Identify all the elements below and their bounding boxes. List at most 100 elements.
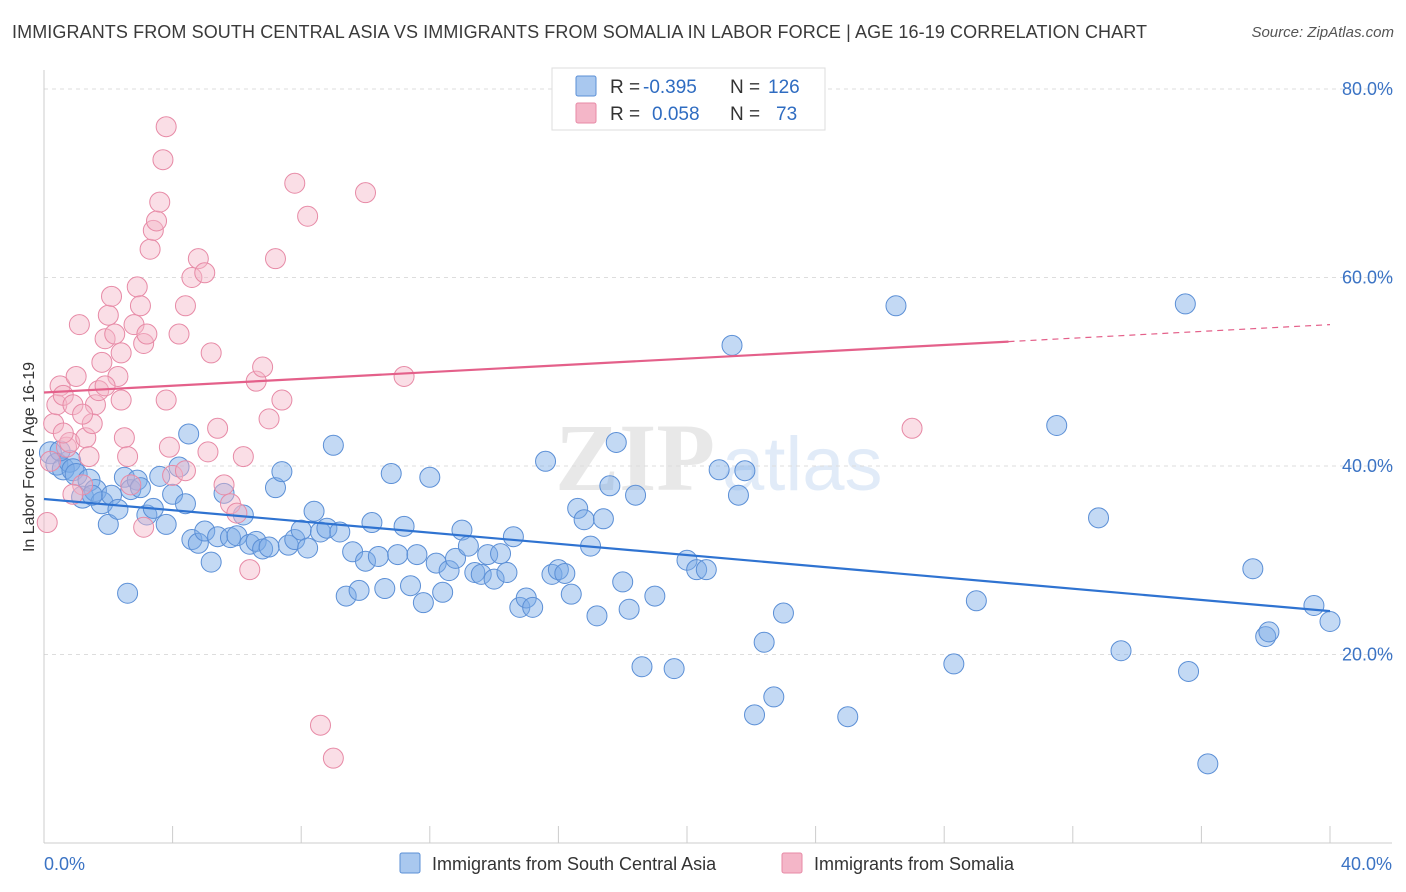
data-point-pink bbox=[207, 417, 229, 439]
data-point-pink bbox=[168, 323, 190, 345]
data-point-pink bbox=[152, 149, 174, 171]
data-point-pink bbox=[155, 116, 177, 138]
data-point-pink bbox=[322, 747, 344, 769]
data-point-pink bbox=[393, 365, 415, 387]
data-point-pink bbox=[309, 714, 331, 736]
data-point-blue bbox=[496, 562, 518, 584]
data-point-blue bbox=[226, 525, 248, 547]
data-point-blue bbox=[264, 477, 286, 499]
data-point-pink bbox=[226, 502, 248, 524]
data-point-blue bbox=[117, 582, 139, 604]
data-point-blue bbox=[1178, 660, 1200, 682]
data-point-blue bbox=[107, 498, 129, 520]
data-point-blue bbox=[412, 592, 434, 614]
data-point-blue bbox=[187, 532, 209, 554]
data-point-pink bbox=[258, 408, 280, 430]
legend-r-label-1: R = bbox=[610, 77, 640, 98]
data-point-blue bbox=[322, 434, 344, 456]
data-point-pink bbox=[117, 446, 139, 468]
data-point-blue bbox=[168, 456, 190, 478]
data-point-blue bbox=[567, 497, 589, 519]
data-point-blue bbox=[1046, 414, 1068, 436]
y-tick-label: 60.0% bbox=[1342, 268, 1393, 288]
data-point-blue bbox=[1110, 640, 1132, 662]
data-point-pink bbox=[91, 351, 113, 373]
data-point-blue bbox=[136, 504, 158, 526]
trend-line-pink bbox=[43, 340, 1009, 394]
data-point-pink bbox=[36, 512, 58, 534]
watermark-zip: ZIP bbox=[555, 404, 715, 511]
data-point-blue bbox=[943, 653, 965, 675]
data-point-pink bbox=[78, 446, 100, 468]
watermark-atlas: atlas bbox=[722, 422, 883, 507]
data-point-blue bbox=[573, 509, 595, 531]
data-point-blue bbox=[734, 460, 756, 482]
bottom-legend-label-pink: Immigrants from Somalia bbox=[814, 854, 1015, 874]
data-point-blue bbox=[178, 423, 200, 445]
data-point-blue bbox=[885, 295, 907, 317]
legend-r-value-2: 0.058 bbox=[652, 104, 700, 125]
source-label: Source: ZipAtlas.com bbox=[1251, 24, 1394, 41]
data-point-blue bbox=[560, 583, 582, 605]
data-point-blue bbox=[271, 461, 293, 483]
data-point-blue bbox=[695, 559, 717, 581]
data-point-pink bbox=[146, 210, 168, 232]
data-point-blue bbox=[367, 545, 389, 567]
data-point-blue bbox=[483, 568, 505, 590]
data-point-blue bbox=[445, 547, 467, 569]
data-point-pink bbox=[264, 248, 286, 270]
data-point-blue bbox=[663, 658, 685, 680]
data-point-blue bbox=[457, 535, 479, 557]
data-point-blue bbox=[1303, 594, 1325, 616]
data-point-blue bbox=[612, 571, 634, 593]
data-point-blue bbox=[438, 560, 460, 582]
data-point-blue bbox=[51, 457, 75, 481]
data-point-pink bbox=[126, 276, 148, 298]
trend-line-pink-extension bbox=[1008, 324, 1331, 343]
legend-n-value-2: 73 bbox=[776, 104, 797, 125]
data-point-blue bbox=[309, 521, 331, 543]
data-point-pink bbox=[197, 441, 219, 463]
data-point-blue bbox=[618, 598, 640, 620]
data-point-blue bbox=[708, 459, 730, 481]
legend-swatch-blue bbox=[575, 75, 597, 97]
data-point-blue bbox=[1319, 611, 1341, 633]
y-tick-labels: 20.0% 40.0% 60.0% 80.0% bbox=[1342, 79, 1393, 665]
data-point-pink bbox=[65, 365, 87, 387]
series-somalia bbox=[36, 116, 923, 769]
data-point-blue bbox=[965, 590, 987, 612]
y-tick-label: 40.0% bbox=[1342, 456, 1393, 476]
data-point-pink bbox=[120, 474, 142, 496]
data-point-blue bbox=[432, 581, 454, 603]
data-point-blue bbox=[303, 500, 325, 522]
data-point-pink bbox=[113, 427, 135, 449]
trend-lines bbox=[43, 324, 1331, 613]
data-point-pink bbox=[187, 248, 209, 270]
data-point-blue bbox=[380, 463, 402, 485]
data-point-blue bbox=[1174, 293, 1196, 315]
x-axis-ticks bbox=[43, 826, 1331, 843]
legend-box bbox=[551, 67, 826, 131]
data-point-pink bbox=[62, 483, 84, 505]
data-point-blue bbox=[348, 579, 370, 601]
data-point-pink bbox=[239, 559, 261, 581]
data-point-blue bbox=[644, 585, 666, 607]
data-point-pink bbox=[297, 205, 319, 227]
data-point-blue bbox=[772, 602, 794, 624]
data-point-pink bbox=[284, 172, 306, 194]
data-point-pink bbox=[155, 389, 177, 411]
data-point-blue bbox=[547, 559, 569, 581]
data-point-pink bbox=[94, 328, 116, 350]
legend-n-label-1: N = bbox=[730, 77, 760, 98]
data-point-blue bbox=[97, 513, 119, 535]
data-point-blue bbox=[258, 536, 280, 558]
data-point-blue bbox=[625, 484, 647, 506]
data-point-pink bbox=[200, 342, 222, 364]
data-point-blue bbox=[335, 585, 357, 607]
bottom-legend-swatch-blue bbox=[399, 852, 421, 874]
data-point-pink bbox=[94, 375, 116, 397]
legend: R = -0.395 N = 126 R = 0.058 N = 73 bbox=[551, 67, 826, 131]
data-point-blue bbox=[374, 578, 396, 600]
data-point-pink bbox=[252, 356, 274, 378]
